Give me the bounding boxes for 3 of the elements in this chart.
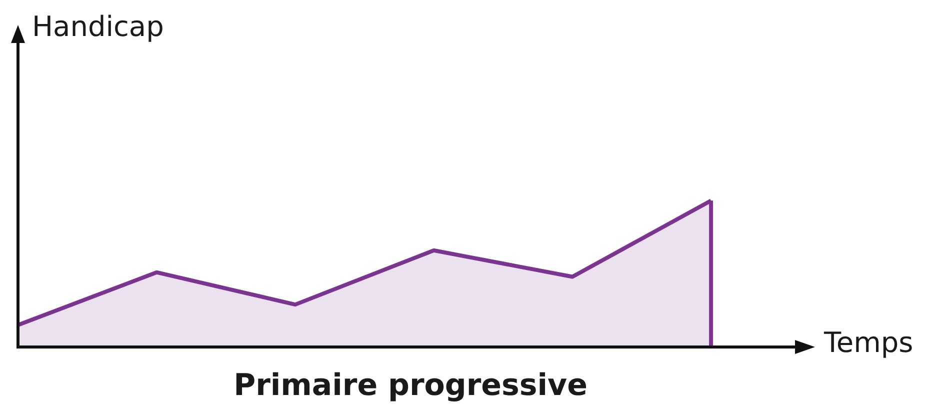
- text: Handicap: [32, 10, 164, 43]
- x-axis-title: Temps: [824, 326, 914, 359]
- text: Primaire progressive: [232, 368, 588, 403]
